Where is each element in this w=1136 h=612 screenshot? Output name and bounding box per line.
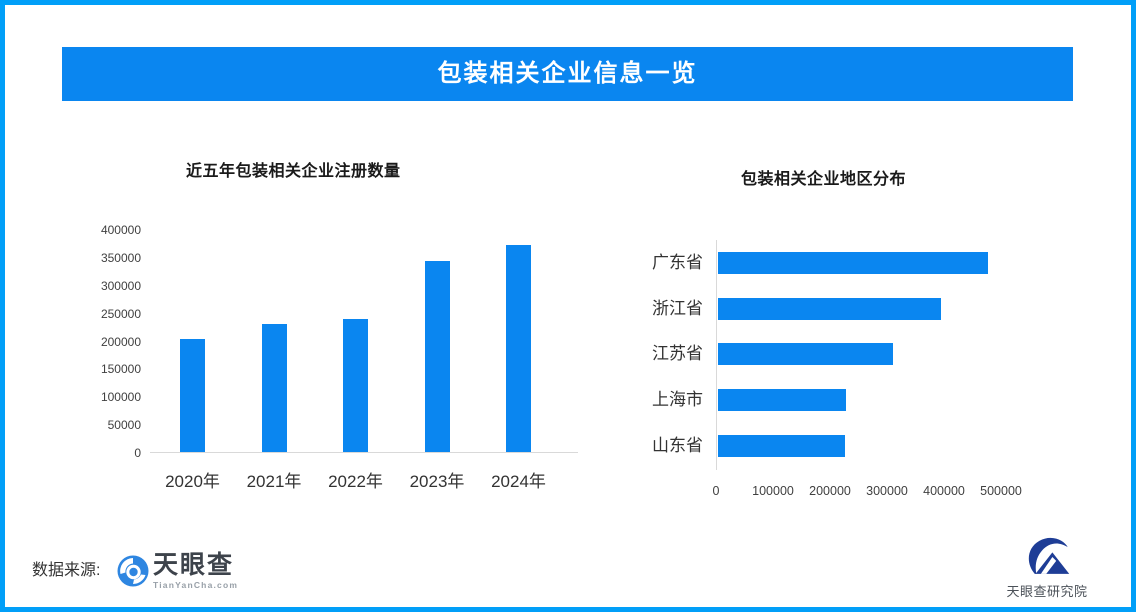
x-category-label-2024年: 2024年 <box>491 472 546 491</box>
y-tick-label-250000: 250000 <box>100 306 141 321</box>
bar-2022年 <box>343 319 368 452</box>
region-chart-x-axis: 0 100000 200000 300000 400000 500000 <box>713 484 1056 502</box>
region-chart-title: 包装相关企业地区分布 <box>741 171 907 188</box>
tianyancha-logo: 天眼查 TianYanCha.com <box>117 552 238 590</box>
x-tick-label-0: 0 <box>712 484 720 498</box>
research-institute-logo: 天眼查研究院 <box>1001 535 1093 600</box>
category-label-江苏省: 江苏省 <box>652 344 703 364</box>
bar-2024年 <box>506 245 531 452</box>
category-label-广东省: 广东省 <box>652 253 703 272</box>
data-source-label: 数据来源: <box>32 562 101 579</box>
region-chart-category-axis: 广东省浙江省江苏省上海市山东省 <box>611 240 703 470</box>
x-tick-label-200000: 200000 <box>809 484 851 498</box>
tianyancha-subtitle: TianYanCha.com <box>153 580 239 590</box>
registrations-chart-title: 近五年包装相关企业注册数量 <box>186 163 401 180</box>
bar-2021年 <box>261 323 287 452</box>
registrations-chart-plot <box>150 230 578 453</box>
page-title: 包装相关企业信息一览 <box>437 60 698 87</box>
y-tick-label-400000: 400000 <box>100 223 141 237</box>
x-category-label-2023年: 2023年 <box>409 472 465 491</box>
y-tick-label-350000: 350000 <box>100 250 141 265</box>
y-tick-label-300000: 300000 <box>100 278 141 293</box>
bar-上海市 <box>718 388 847 411</box>
category-label-浙江省: 浙江省 <box>652 298 703 318</box>
bar-广东省 <box>718 252 989 274</box>
tianyancha-name: 天眼查 <box>153 551 235 579</box>
x-category-label-2022年: 2022年 <box>328 472 383 491</box>
registrations-chart-y-axis: 0 50000 100000 150000 200000 250000 300000 3500… <box>45 223 141 460</box>
tianyancha-logo-icon <box>117 555 149 587</box>
x-category-label-2020年: 2020年 <box>165 472 220 491</box>
category-label-山东省: 山东省 <box>652 435 703 455</box>
banner: 包装相关企业信息一览 <box>62 47 1073 101</box>
category-label-上海市: 上海市 <box>652 389 703 409</box>
bar-江苏省 <box>718 343 893 366</box>
y-tick-label-0: 0 <box>134 446 141 460</box>
x-tick-label-400000: 400000 <box>923 484 965 498</box>
y-tick-label-200000: 200000 <box>100 334 141 349</box>
x-tick-label-500000: 500000 <box>980 484 1022 498</box>
bar-2020年 <box>180 338 205 452</box>
research-institute-logo-icon <box>1024 535 1070 579</box>
bar-2023年 <box>424 261 450 452</box>
research-institute-name: 天眼查研究院 <box>1006 584 1088 599</box>
y-tick-label-50000: 50000 <box>107 418 141 433</box>
bar-山东省 <box>718 434 846 457</box>
region-chart-plot <box>716 240 1026 470</box>
x-category-label-2021年: 2021年 <box>246 472 302 491</box>
tianyancha-logo-text: 天眼查 TianYanCha.com <box>153 551 239 591</box>
y-tick-label-100000: 100000 <box>100 390 141 405</box>
x-tick-label-300000: 300000 <box>866 484 908 498</box>
y-tick-label-150000: 150000 <box>100 362 141 377</box>
x-tick-label-100000: 100000 <box>752 484 794 498</box>
bar-浙江省 <box>718 297 942 320</box>
registrations-chart-x-axis: 2020年 2021年 2022年 2023年 2024年 <box>150 467 578 491</box>
